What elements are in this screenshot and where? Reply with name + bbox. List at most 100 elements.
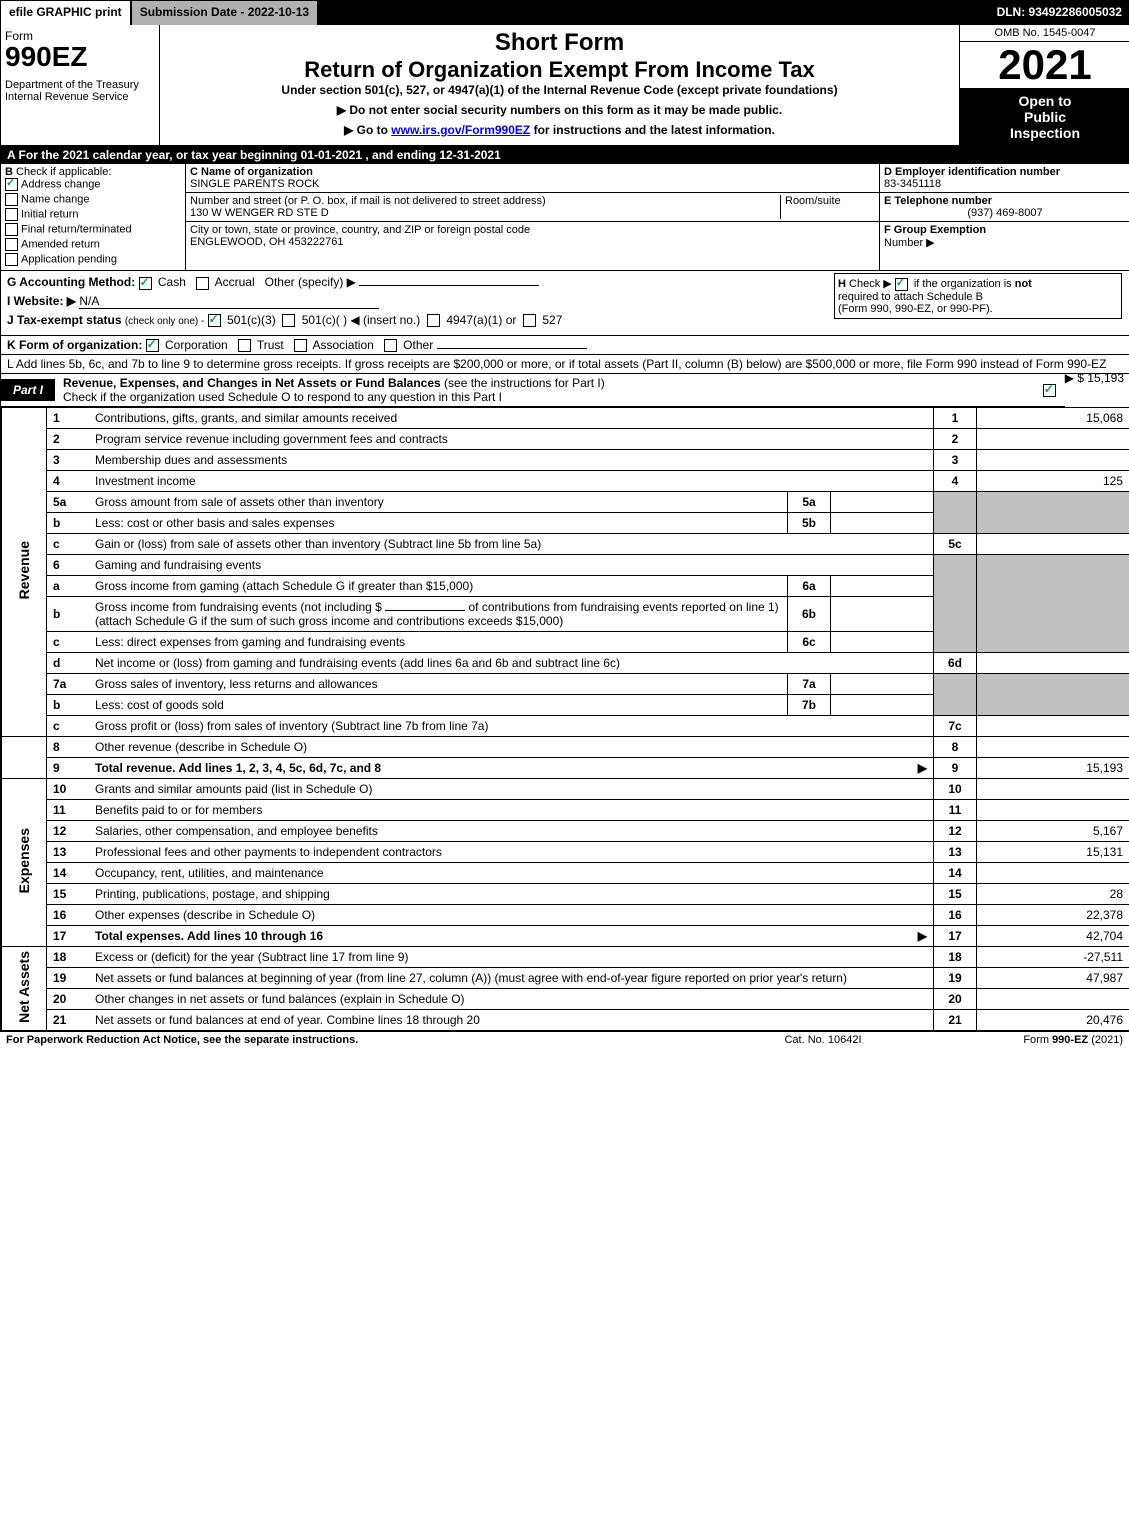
part1-title: Revenue, Expenses, and Changes in Net As… — [55, 374, 1043, 406]
F-label2: Number ▶ — [884, 237, 935, 249]
checkbox-icon — [5, 253, 18, 266]
chk-4947[interactable] — [427, 314, 440, 327]
row-5a: 5a Gross amount from sale of assets othe… — [2, 492, 1129, 513]
ein-val: 83-3451118 — [884, 178, 941, 190]
header-center: Short Form Return of Organization Exempt… — [160, 25, 960, 145]
chk-accrual[interactable] — [196, 277, 209, 290]
column-B: B Check if applicable: Address change Na… — [1, 164, 186, 270]
row-20: 20 Other changes in net assets or fund b… — [2, 989, 1129, 1010]
note2-suffix: for instructions and the latest informat… — [530, 123, 775, 137]
chk-cash[interactable] — [139, 277, 152, 290]
row-21: 21 Net assets or fund balances at end of… — [2, 1010, 1129, 1031]
row-6d: d Net income or (loss) from gaming and f… — [2, 653, 1129, 674]
chk-501c3[interactable] — [208, 314, 221, 327]
form-container: efile GRAPHIC print Submission Date - 20… — [0, 0, 1129, 1032]
other-specify-line — [359, 285, 539, 286]
expenses-label: Expenses — [2, 779, 47, 947]
box-H: H Check ▶ if the organization is not req… — [834, 273, 1122, 319]
netassets-label: Net Assets — [2, 947, 47, 1031]
section-BCDEF: B Check if applicable: Address change Na… — [1, 164, 1129, 271]
note-goto: ▶ Go to www.irs.gov/Form990EZ for instru… — [168, 123, 951, 137]
title-return: Return of Organization Exempt From Incom… — [168, 57, 951, 83]
I-label: I Website: ▶ — [7, 294, 76, 308]
title-short-form: Short Form — [168, 29, 951, 57]
row-6: 6 Gaming and fundraising events — [2, 555, 1129, 576]
street-val: 130 W WENGER RD STE D — [190, 207, 776, 219]
D-label: D Employer identification number — [884, 166, 1060, 178]
row-2: 2 Program service revenue including gove… — [2, 429, 1129, 450]
row-4: 4 Investment income 4 125 — [2, 471, 1129, 492]
ein-box: D Employer identification number 83-3451… — [880, 164, 1129, 193]
chk-trust[interactable] — [238, 339, 251, 352]
chk-other[interactable] — [384, 339, 397, 352]
checkbox-icon — [5, 238, 18, 251]
omb-number: OMB No. 1545-0047 — [960, 25, 1129, 42]
line-K: K Form of organization: Corporation Trus… — [1, 336, 1129, 355]
chk-schedO[interactable] — [1043, 384, 1056, 397]
chk-501c[interactable] — [282, 314, 295, 327]
row-14: 14 Occupancy, rent, utilities, and maint… — [2, 863, 1129, 884]
chk-H[interactable] — [895, 278, 908, 291]
row-1: Revenue 1 Contributions, gifts, grants, … — [2, 408, 1129, 429]
chk-name-change[interactable]: Name change — [5, 193, 181, 206]
street-box: Number and street (or P. O. box, if mail… — [186, 193, 879, 222]
lines-GHIJ: G Accounting Method: Cash Accrual Other … — [1, 271, 1129, 336]
row-5c: c Gain or (loss) from sale of assets oth… — [2, 534, 1129, 555]
revenue-label: Revenue — [2, 408, 47, 737]
C-name-label: C Name of organization — [190, 166, 313, 178]
row-11: 11 Benefits paid to or for members 11 — [2, 800, 1129, 821]
insp3: Inspection — [1010, 125, 1080, 141]
org-name-box: C Name of organization SINGLE PARENTS RO… — [186, 164, 879, 193]
row-10: Expenses 10 Grants and similar amounts p… — [2, 779, 1129, 800]
chk-corp[interactable] — [146, 339, 159, 352]
K-label: K Form of organization: — [7, 338, 142, 352]
chk-527[interactable] — [523, 314, 536, 327]
website-val: N/A — [79, 294, 379, 309]
row-15: 15 Printing, publications, postage, and … — [2, 884, 1129, 905]
other-org-line — [437, 348, 587, 349]
chk-initial-return[interactable]: Initial return — [5, 208, 181, 221]
footer-left: For Paperwork Reduction Act Notice, see … — [6, 1034, 723, 1046]
chk-pending[interactable]: Application pending — [5, 253, 181, 266]
tax-year: 2021 — [960, 42, 1129, 89]
line-A: A For the 2021 calendar year, or tax yea… — [1, 146, 1129, 164]
checkbox-icon — [5, 208, 18, 221]
column-DEF: D Employer identification number 83-3451… — [880, 164, 1129, 270]
row-9: 9 Total revenue. Add lines 1, 2, 3, 4, 5… — [2, 758, 1129, 779]
city-val: ENGLEWOOD, OH 453222761 — [190, 236, 875, 248]
chk-amended[interactable]: Amended return — [5, 238, 181, 251]
row-8: 8 Other revenue (describe in Schedule O)… — [2, 737, 1129, 758]
top-spacer — [319, 1, 988, 25]
group-exempt-box: F Group Exemption Number ▶ — [880, 222, 1129, 251]
department: Department of the Treasury — [5, 79, 155, 91]
efile-label: efile GRAPHIC print — [1, 1, 132, 25]
chk-address-change[interactable]: Address change — [5, 178, 181, 191]
checkbox-icon — [5, 193, 18, 206]
part1-tab: Part I — [1, 379, 55, 401]
row-19: 19 Net assets or fund balances at beginn… — [2, 968, 1129, 989]
note2-prefix: ▶ Go to — [344, 123, 391, 137]
form-number: 990EZ — [5, 41, 88, 72]
chk-assoc[interactable] — [294, 339, 307, 352]
phone-box: E Telephone number (937) 469-8007 — [880, 193, 1129, 222]
row-3: 3 Membership dues and assessments 3 — [2, 450, 1129, 471]
phone-val: (937) 469-8007 — [884, 207, 1126, 219]
city-box: City or town, state or province, country… — [186, 222, 879, 250]
column-C: C Name of organization SINGLE PARENTS RO… — [186, 164, 880, 270]
inspection-box: Open to Public Inspection — [960, 89, 1129, 145]
F-label: F Group Exemption — [884, 224, 986, 236]
street-label: Number and street (or P. O. box, if mail… — [190, 195, 546, 207]
part1-check — [1043, 383, 1065, 397]
chk-final-return[interactable]: Final return/terminated — [5, 223, 181, 236]
org-name: SINGLE PARENTS ROCK — [190, 178, 875, 190]
J-label: J Tax-exempt status — [7, 313, 122, 327]
irs-link[interactable]: www.irs.gov/Form990EZ — [391, 123, 530, 137]
L-amount: 15,193 — [1087, 371, 1124, 385]
row-7a: 7a Gross sales of inventory, less return… — [2, 674, 1129, 695]
insp1: Open to — [1019, 93, 1072, 109]
submission-date: Submission Date - 2022-10-13 — [132, 1, 319, 25]
room-label: Room/suite — [785, 195, 841, 207]
G-label: G Accounting Method: — [7, 275, 135, 289]
row-7c: c Gross profit or (loss) from sales of i… — [2, 716, 1129, 737]
row-18: Net Assets 18 Excess or (deficit) for th… — [2, 947, 1129, 968]
